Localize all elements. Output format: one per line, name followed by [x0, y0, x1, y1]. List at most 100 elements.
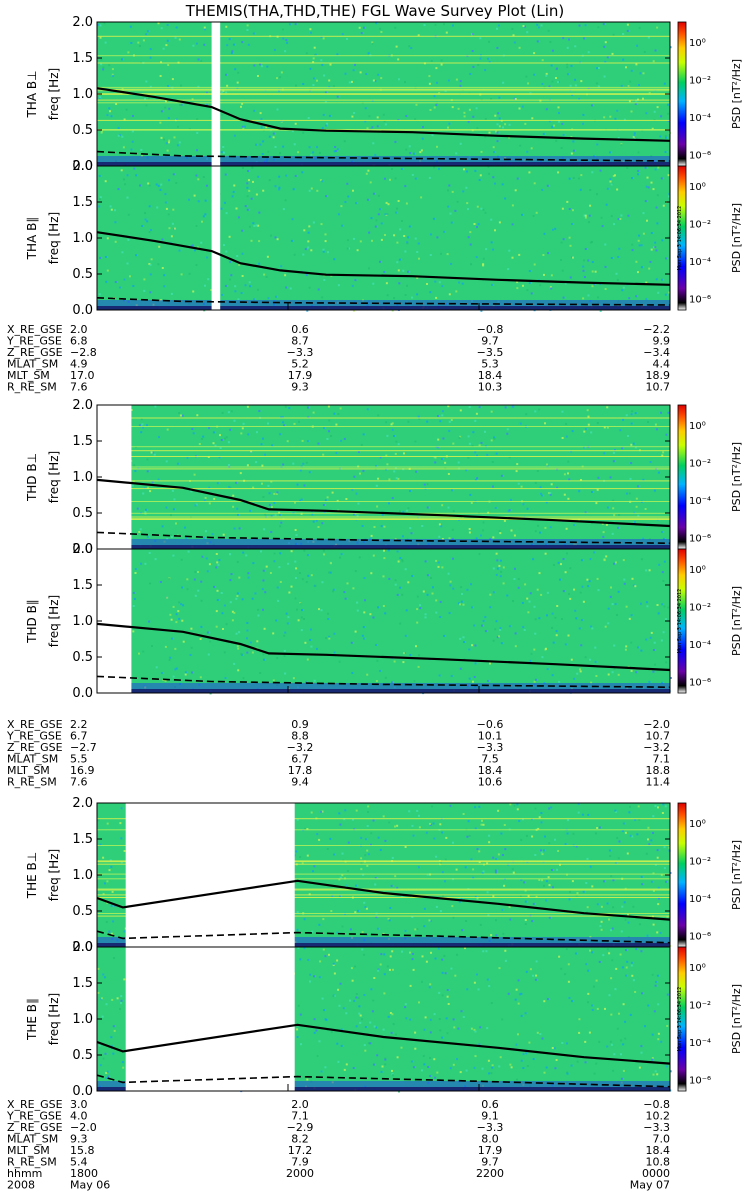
noise-speckle — [517, 1002, 520, 1005]
noise-speckle — [514, 632, 517, 635]
noise-speckle — [309, 980, 311, 983]
y-tick-label: 1.5 — [72, 195, 93, 210]
noise-speckle — [309, 67, 312, 70]
noise-speckle — [223, 651, 226, 654]
noise-speckle — [203, 499, 206, 502]
noise-speckle — [280, 416, 283, 419]
noise-speckle — [629, 834, 632, 837]
noise-speckle — [274, 236, 277, 239]
noise-speckle — [616, 278, 619, 281]
noise-speckle — [500, 474, 503, 477]
noise-speckle — [374, 225, 377, 228]
colorbar-tick-label: 10⁻² — [689, 76, 711, 87]
noise-speckle — [148, 231, 151, 233]
colorbar-tick-label: 10⁻² — [689, 857, 711, 868]
noise-speckle — [374, 877, 377, 879]
noise-speckle — [122, 146, 125, 149]
noise-speckle — [567, 73, 569, 76]
noise-speckle — [667, 112, 670, 115]
noise-speckle — [164, 193, 167, 196]
noise-speckle — [582, 269, 585, 272]
noise-speckle — [259, 112, 262, 115]
noise-speckle — [397, 560, 400, 563]
noise-speckle — [437, 947, 440, 950]
ephemeris-value: 10.2 — [646, 1110, 671, 1123]
noise-speckle — [373, 977, 376, 979]
noise-speckle — [215, 553, 218, 555]
noise-speckle — [630, 964, 633, 967]
noise-speckle — [439, 420, 442, 423]
noise-speckle — [504, 959, 507, 962]
noise-speckle — [430, 60, 433, 62]
noise-speckle — [168, 141, 170, 144]
noise-speckle — [373, 526, 376, 528]
noise-speckle — [207, 278, 210, 281]
noise-speckle — [132, 115, 134, 117]
noise-speckle — [496, 567, 499, 570]
ephemeris-value: 4.4 — [653, 358, 671, 371]
noise-speckle — [123, 278, 126, 281]
noise-speckle — [569, 84, 572, 87]
noise-speckle — [474, 419, 477, 422]
noise-speckle — [375, 219, 378, 222]
noise-speckle — [583, 37, 586, 40]
noise-speckle — [408, 45, 411, 48]
noise-speckle — [459, 637, 462, 640]
noise-speckle — [236, 87, 239, 90]
noise-speckle — [559, 578, 561, 581]
noise-speckle — [440, 252, 442, 255]
noise-speckle — [570, 450, 573, 453]
noise-speckle — [399, 622, 402, 625]
noise-speckle — [524, 122, 527, 125]
noise-speckle — [284, 672, 287, 675]
noise-speckle — [513, 534, 516, 537]
lower-frequency-line — [96, 930, 671, 944]
noise-speckle — [409, 984, 412, 987]
harmonic-line — [97, 863, 670, 865]
noise-speckle — [667, 174, 670, 177]
noise-speckle — [364, 906, 367, 909]
low-freq-band — [97, 683, 670, 693]
noise-speckle — [617, 526, 620, 529]
noise-speckle — [282, 463, 285, 466]
noise-speckle — [398, 78, 400, 81]
noise-speckle — [344, 809, 347, 812]
noise-speckle — [257, 288, 259, 291]
noise-speckle — [268, 503, 271, 506]
harmonic-line — [97, 829, 670, 831]
noise-speckle — [544, 835, 546, 838]
noise-speckle — [165, 506, 168, 509]
noise-speckle — [191, 428, 194, 430]
noise-speckle — [451, 528, 454, 531]
noise-speckle — [310, 574, 313, 577]
noise-speckle — [238, 631, 241, 634]
noise-speckle — [140, 148, 143, 151]
noise-speckle — [192, 290, 195, 293]
noise-speckle — [613, 667, 616, 670]
noise-speckle — [661, 571, 664, 574]
noise-speckle — [372, 142, 375, 145]
noise-speckle — [652, 60, 655, 63]
noise-speckle — [405, 202, 408, 205]
noise-speckle — [98, 293, 101, 296]
start-date-label: May 06 — [70, 1179, 110, 1192]
noise-speckle — [369, 181, 372, 184]
noise-speckle — [235, 632, 238, 635]
noise-speckle — [302, 618, 305, 620]
noise-speckle — [134, 572, 137, 574]
noise-speckle — [374, 80, 377, 83]
noise-speckle — [132, 630, 135, 633]
noise-speckle — [500, 832, 503, 835]
noise-speckle — [557, 561, 560, 564]
noise-speckle — [575, 845, 578, 848]
noise-speckle — [200, 59, 203, 62]
noise-speckle — [608, 952, 611, 955]
noise-speckle — [97, 819, 100, 822]
noise-speckle — [481, 624, 483, 627]
noise-speckle — [382, 932, 385, 935]
noise-speckle — [286, 41, 289, 44]
noise-speckle — [568, 898, 571, 901]
noise-speckle — [385, 421, 388, 424]
noise-speckle — [566, 46, 569, 49]
noise-speckle — [468, 108, 471, 111]
